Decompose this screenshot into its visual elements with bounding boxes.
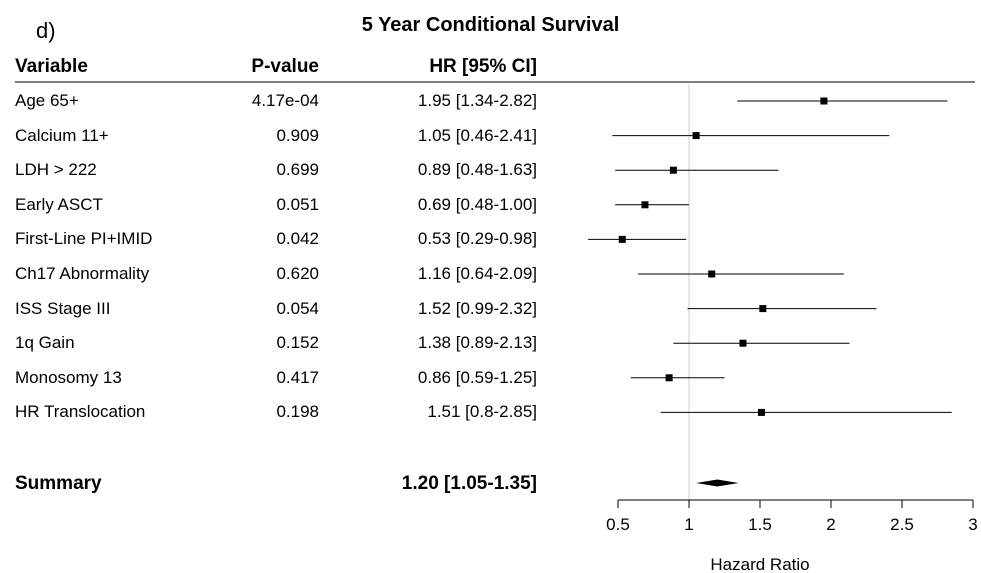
row-pvalue: 0.620: [276, 264, 319, 283]
row-hr-text: 1.95 [1.34-2.82]: [417, 91, 537, 110]
row-variable: ISS Stage III: [15, 298, 111, 318]
x-tick-label: 1: [684, 515, 693, 534]
row-hr-text: 1.38 [0.89-2.13]: [417, 333, 537, 353]
row-pvalue: 0.054: [276, 298, 319, 318]
hr-point: [665, 374, 673, 382]
hr-point: [669, 166, 677, 174]
summary-hr-text: 1.20 [1.05-1.35]: [401, 473, 537, 494]
row-variable: LDH > 222: [15, 160, 97, 180]
row-hr-text: 1.52 [0.99-2.32]: [417, 298, 537, 318]
chart-title: 5 Year Conditional Survival: [361, 14, 620, 36]
hr-point: [757, 408, 765, 416]
row-variable: Early ASCT: [15, 194, 103, 214]
row-hr-text: 0.86 [0.59-1.25]: [417, 367, 537, 387]
row-hr-text: 0.69 [0.48-1.00]: [417, 194, 537, 214]
row-pvalue: 0.152: [276, 333, 319, 353]
x-tick-label: 3: [968, 515, 977, 534]
summary-label: Summary: [15, 473, 102, 494]
row-pvalue: 0.042: [276, 229, 319, 249]
row-hr-text: 1.51 [0.8-2.85]: [427, 402, 537, 422]
hr-point: [692, 132, 700, 140]
hr-point: [739, 339, 747, 347]
hr-point: [708, 270, 716, 278]
x-tick-label: 0.5: [606, 515, 630, 534]
x-tick-label: 2.5: [890, 515, 914, 534]
hr-point: [641, 201, 649, 209]
summary-diamond: [696, 479, 739, 487]
row-variable: Ch17 Abnormality: [15, 264, 150, 283]
header-variable: Variable: [15, 56, 88, 77]
panel-label: d): [36, 18, 56, 43]
row-pvalue: 4.17e-04: [251, 91, 319, 110]
row-variable: Calcium 11+: [15, 125, 109, 145]
x-axis-label: Hazard Ratio: [710, 555, 809, 573]
row-pvalue: 0.051: [276, 194, 319, 214]
row-variable: Monosomy 13: [15, 367, 122, 387]
row-variable: 1q Gain: [15, 333, 75, 353]
hr-point: [820, 97, 828, 105]
hr-point: [618, 235, 626, 243]
row-pvalue: 0.198: [276, 402, 319, 422]
row-hr-text: 0.53 [0.29-0.98]: [417, 229, 537, 249]
row-hr-text: 1.16 [0.64-2.09]: [417, 264, 537, 283]
header-hr: HR [95% CI]: [429, 56, 537, 77]
row-hr-text: 0.89 [0.48-1.63]: [417, 160, 537, 180]
row-pvalue: 0.699: [276, 160, 319, 180]
row-variable: Age 65+: [15, 91, 79, 110]
header-pvalue: P-value: [251, 56, 319, 77]
x-tick-label: 1.5: [748, 515, 772, 534]
row-variable: First-Line PI+IMID: [15, 229, 153, 249]
x-tick-label: 2: [826, 515, 835, 534]
row-pvalue: 0.909: [276, 125, 319, 145]
row-hr-text: 1.05 [0.46-2.41]: [417, 125, 537, 145]
hr-point: [759, 305, 767, 313]
row-variable: HR Translocation: [15, 402, 146, 422]
row-pvalue: 0.417: [276, 367, 319, 387]
